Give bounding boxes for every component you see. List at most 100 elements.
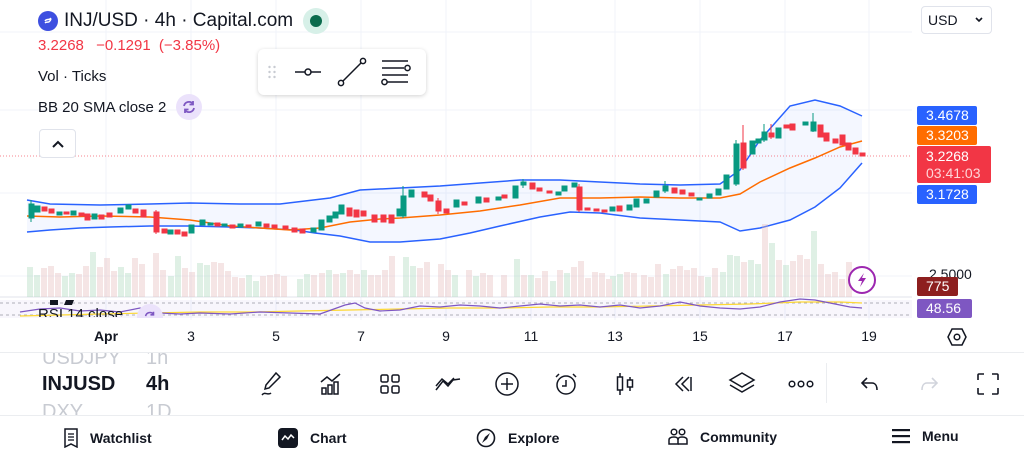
layers-button[interactable] [720, 362, 764, 406]
volume-indicator-text: Vol · Ticks [38, 67, 107, 85]
time-tick: Apr [93, 328, 119, 344]
horizontal-ray-tool[interactable] [286, 49, 330, 95]
volume-bars [27, 224, 852, 297]
candle-type-icon [616, 373, 634, 395]
volume-value-label: 775 [917, 277, 958, 296]
chart-legend: INJ/USD · 4h · Capital.com 3.2268 −0.129… [38, 8, 330, 120]
nav-watchlist[interactable]: Watchlist [64, 428, 152, 448]
replay-button[interactable] [662, 362, 706, 406]
compass-icon [476, 428, 496, 448]
undo-button[interactable] [848, 362, 892, 406]
indicators-button[interactable] [309, 362, 353, 406]
more-button[interactable] [779, 362, 823, 406]
price-change: −0.1291 [96, 37, 151, 54]
more-icon [788, 380, 814, 388]
market-status-indicator[interactable] [303, 8, 330, 34]
nav-community[interactable]: Community [668, 428, 777, 446]
compare-button[interactable] [426, 362, 470, 406]
bar-countdown: 03:41:03 [926, 165, 981, 181]
fib-levels-tool[interactable] [374, 49, 418, 95]
currency-value: USD [928, 12, 958, 28]
time-tick: 9 [442, 328, 450, 344]
symbol-interval: 4h [146, 373, 170, 395]
trend-line-icon [337, 57, 367, 87]
symbol-interval-picker[interactable]: USDJPY 1h INJUSD 4h DXY 1D [38, 353, 198, 415]
layouts-icon [379, 374, 400, 394]
layers-icon [728, 372, 756, 393]
bb-basis-price-label: 3.3203 [917, 126, 977, 145]
bb-indicator-label[interactable]: BB 20 SMA close 2 [38, 94, 329, 120]
symbol-name: INJUSD [42, 373, 116, 395]
drag-handle-icon[interactable] [258, 64, 286, 80]
undo-icon [860, 377, 878, 391]
chart-toolbar: USDJPY 1h INJUSD 4h DXY 1D [0, 352, 1024, 416]
compare-icon [435, 377, 461, 391]
chart-area[interactable]: INJ/USD · 4h · Capital.com 3.2268 −0.129… [0, 0, 1024, 352]
time-tick: 11 [523, 328, 539, 344]
symbol-option-next[interactable]: DXY 1D [42, 401, 172, 415]
nav-label: Watchlist [90, 430, 152, 446]
currency-select[interactable]: USD [921, 6, 992, 34]
lightning-icon[interactable] [848, 266, 876, 294]
nav-label: Chart [310, 430, 347, 446]
symbol-interval: 1D [146, 401, 172, 415]
fib-levels-icon [381, 60, 411, 86]
rsi-indicator-label[interactable]: RSI 14 close [38, 306, 124, 317]
alert-button[interactable] [544, 362, 588, 406]
replay-icon [674, 376, 692, 392]
refresh-icon[interactable] [176, 94, 203, 120]
time-tick: 7 [357, 328, 365, 344]
symbol-name: USDJPY [42, 353, 121, 369]
bb-lower-price-label: 3.1728 [917, 185, 977, 204]
pencil-icon [261, 371, 282, 396]
toolbar-icons [250, 353, 1024, 415]
watchlist-icon [64, 428, 78, 448]
bb-indicator-text: BB 20 SMA close 2 [38, 98, 167, 116]
nav-menu[interactable]: Menu [892, 428, 959, 444]
nav-label: Community [700, 429, 777, 445]
nav-explore[interactable]: Explore [476, 428, 559, 448]
rsi-refresh-icon[interactable] [137, 304, 163, 318]
toolbar-divider [826, 363, 827, 403]
indicators-icon [320, 373, 341, 395]
collapse-legend-button[interactable] [39, 129, 76, 158]
current-price-value: 3.2268 [926, 148, 969, 164]
price-info: 3.2268 −0.1291 (−3.85%) [38, 37, 329, 57]
bottom-navigation: Watchlist Chart Explore Community Menu [0, 416, 1024, 461]
current-price-label: 3.2268 03:41:03 [917, 146, 991, 183]
symbol-name: DXY [42, 401, 84, 415]
time-tick: 19 [861, 328, 877, 344]
price-change-pct: (−3.85%) [158, 37, 221, 54]
chart-type-button[interactable] [603, 362, 647, 406]
chart-icon [278, 428, 298, 448]
symbol-option-prev[interactable]: USDJPY 1h [42, 353, 168, 370]
time-axis[interactable]: Apr 3 5 7 9 11 13 15 17 19 [0, 326, 1024, 348]
layouts-button[interactable] [368, 362, 412, 406]
time-tick: 13 [607, 328, 623, 344]
symbol-option-current[interactable]: INJUSD 4h [42, 373, 169, 396]
drawing-tools-button[interactable] [250, 362, 294, 406]
volume-indicator-label[interactable]: Vol · Ticks [38, 66, 329, 86]
time-tick: 5 [272, 328, 280, 344]
nav-label: Menu [922, 428, 959, 444]
nav-chart[interactable]: Chart [278, 428, 347, 448]
horizontal-ray-icon [295, 68, 321, 76]
trend-line-tool[interactable] [330, 49, 374, 95]
last-price: 3.2268 [38, 37, 84, 54]
clipped-label-icon [50, 293, 76, 311]
drawing-toolbar [258, 49, 426, 95]
redo-button[interactable] [907, 362, 951, 406]
fullscreen-button[interactable] [966, 362, 1010, 406]
symbol-title[interactable]: INJ/USD · 4h · Capital.com [64, 10, 294, 31]
add-button[interactable] [485, 362, 529, 406]
bb-upper-price-label: 3.4678 [917, 106, 977, 125]
chart-canvas[interactable] [0, 0, 1024, 352]
chart-settings-icon[interactable] [946, 326, 968, 348]
chevron-up-icon [51, 140, 64, 148]
alert-clock-icon [555, 373, 577, 395]
symbol-interval: 1h [146, 353, 169, 369]
rsi-value-label: 48.56 [917, 299, 972, 318]
chevron-down-icon [975, 17, 983, 23]
time-tick: 17 [777, 328, 793, 344]
